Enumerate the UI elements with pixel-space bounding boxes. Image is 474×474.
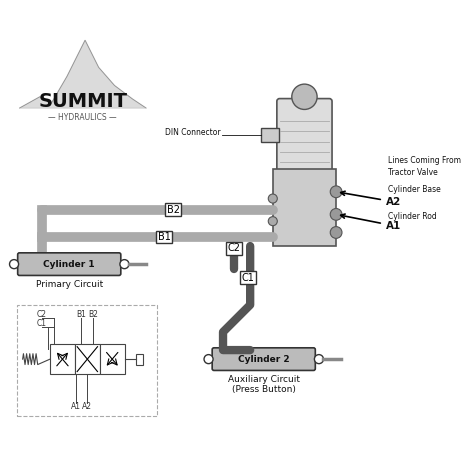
Bar xyxy=(273,169,336,246)
Text: Tractor Valve: Tractor Valve xyxy=(388,168,438,177)
Text: — HYDRAULICS —: — HYDRAULICS — xyxy=(48,113,117,122)
Circle shape xyxy=(330,227,342,238)
Circle shape xyxy=(268,217,277,226)
Text: B1: B1 xyxy=(158,232,171,242)
Text: C1: C1 xyxy=(241,273,255,283)
FancyBboxPatch shape xyxy=(212,348,315,371)
Text: Primary Circuit: Primary Circuit xyxy=(36,280,103,289)
Text: Lines Coming From: Lines Coming From xyxy=(388,155,461,164)
Bar xyxy=(262,128,279,142)
Text: B2: B2 xyxy=(167,205,180,215)
Bar xyxy=(17,305,157,416)
Text: Cylinder Base: Cylinder Base xyxy=(388,185,441,194)
Text: A2: A2 xyxy=(82,402,92,411)
Polygon shape xyxy=(19,40,146,108)
Text: C2: C2 xyxy=(37,310,47,319)
Text: B2: B2 xyxy=(88,310,98,319)
Circle shape xyxy=(330,186,342,198)
Bar xyxy=(136,354,143,365)
Text: B1: B1 xyxy=(76,310,86,319)
Text: DIN Connector: DIN Connector xyxy=(165,128,221,137)
Text: SUMMIT: SUMMIT xyxy=(38,92,128,111)
Circle shape xyxy=(9,260,18,269)
Text: Cylinder 2: Cylinder 2 xyxy=(238,355,290,364)
Bar xyxy=(75,345,100,374)
Text: C1: C1 xyxy=(37,319,47,328)
FancyBboxPatch shape xyxy=(18,253,121,275)
Circle shape xyxy=(292,84,317,109)
Text: A1: A1 xyxy=(71,402,81,411)
Circle shape xyxy=(330,209,342,220)
Text: A1: A1 xyxy=(341,214,401,231)
Bar xyxy=(50,345,75,374)
Text: C2: C2 xyxy=(228,243,241,253)
Text: Cylinder 1: Cylinder 1 xyxy=(44,260,95,269)
FancyBboxPatch shape xyxy=(277,99,332,172)
Text: A2: A2 xyxy=(341,191,401,207)
Circle shape xyxy=(314,355,323,364)
Text: Auxiliary Circuit: Auxiliary Circuit xyxy=(228,375,300,384)
Circle shape xyxy=(268,194,277,203)
Bar xyxy=(100,345,125,374)
Text: (Press Button): (Press Button) xyxy=(232,385,296,394)
Circle shape xyxy=(120,260,129,269)
Circle shape xyxy=(204,355,213,364)
Text: Cylinder Rod: Cylinder Rod xyxy=(388,212,437,221)
